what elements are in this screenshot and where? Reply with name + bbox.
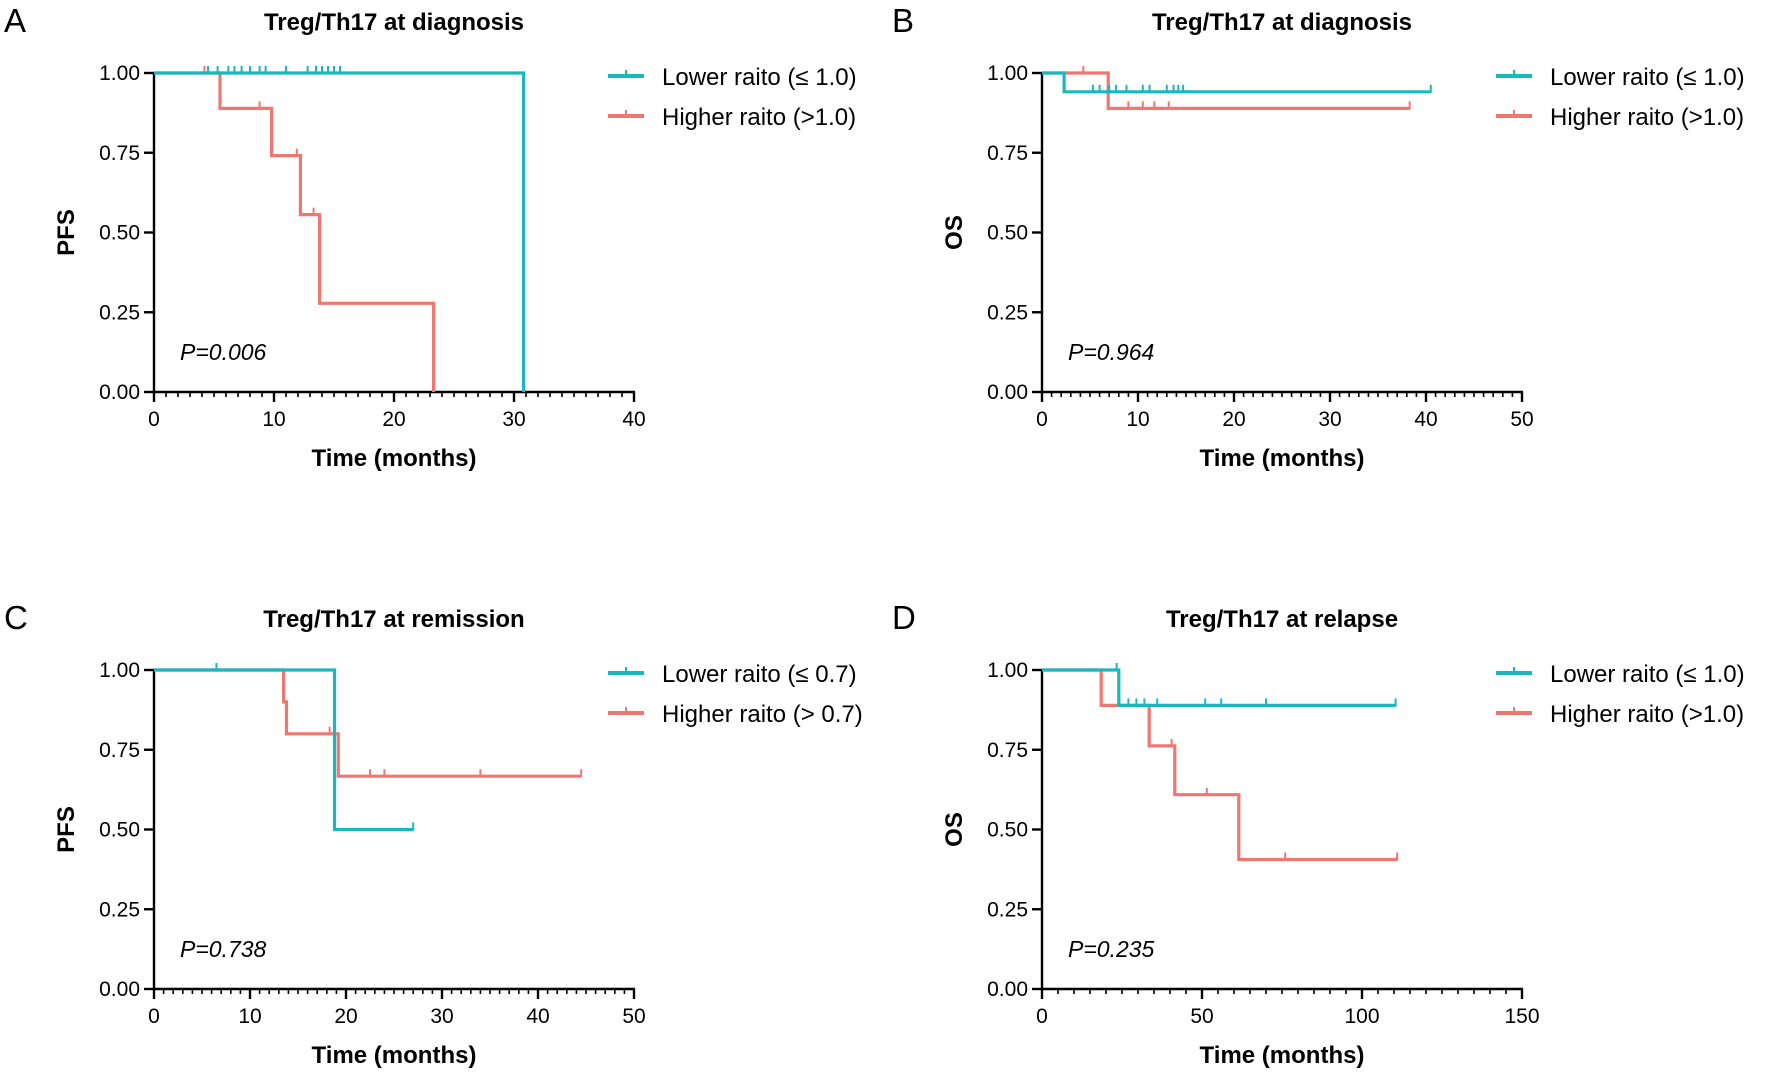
x-tick-label: 40 <box>1414 408 1437 431</box>
chart-title: Treg/Th17 at remission <box>263 606 524 633</box>
y-axis-title: OS <box>941 215 968 250</box>
y-tick-label: 0.25 <box>99 898 140 921</box>
p-value: P=0.964 <box>1068 339 1154 365</box>
panel-letter: B <box>892 2 914 39</box>
y-tick-label: 0.50 <box>987 819 1028 842</box>
x-tick-label: 10 <box>1126 408 1149 431</box>
y-tick-label: 0.00 <box>99 978 140 1001</box>
survival-curve-lower <box>154 71 526 392</box>
survival-curve-lower <box>154 668 414 832</box>
p-value: P=0.738 <box>180 936 267 962</box>
y-axis-title: PFS <box>53 806 80 853</box>
y-tick-label: 1.00 <box>99 62 140 85</box>
legend-label: Lower raito (≤ 1.0) <box>1550 661 1745 688</box>
chart-title: Treg/Th17 at diagnosis <box>1152 9 1412 36</box>
y-tick-label: 0.50 <box>99 819 140 842</box>
x-tick-label: 0 <box>148 408 160 431</box>
panel-letter: C <box>4 599 28 636</box>
y-tick-label: 0.75 <box>99 142 140 165</box>
x-tick-label: 0 <box>1036 1005 1048 1028</box>
x-tick-label: 20 <box>1222 408 1245 431</box>
y-axis-title: PFS <box>53 209 80 256</box>
y-tick-label: 0.50 <box>987 222 1028 245</box>
x-axis-title: Time (months) <box>312 1042 477 1069</box>
y-tick-label: 0.75 <box>987 142 1028 165</box>
x-tick-label: 30 <box>502 408 525 431</box>
panel-a: A Treg/Th17 at diagnosis 0.00 0.25 0.50 0.75 1… <box>4 2 857 472</box>
y-axis-title: OS <box>941 812 968 847</box>
y-tick-label: 0.25 <box>987 301 1028 324</box>
y-tick-label: 0.50 <box>99 222 140 245</box>
legend-label: Lower raito (≤ 1.0) <box>1550 64 1745 91</box>
legend-label: Higher raito (>1.0) <box>662 104 856 131</box>
panel-d: D Treg/Th17 at relapse 0.00 0.25 0.50 0.75 1.0… <box>892 599 1745 1069</box>
panel-c: C Treg/Th17 at remission 0.00 0.25 0.50 0.75 1… <box>4 599 863 1069</box>
x-tick-label: 30 <box>430 1005 453 1028</box>
y-tick-label: 0.00 <box>987 381 1028 404</box>
survival-curve-lower <box>1042 71 1431 94</box>
y-tick-label: 0.75 <box>99 739 140 762</box>
y-tick-label: 0.00 <box>987 978 1028 1001</box>
legend-label: Higher raito (>1.0) <box>1550 701 1744 728</box>
x-tick-label: 20 <box>334 1005 357 1028</box>
panel-b: B Treg/Th17 at diagnosis 0.00 0.25 0.50 0.75 1… <box>892 2 1745 472</box>
y-tick-label: 1.00 <box>987 659 1028 682</box>
x-axis-title: Time (months) <box>1200 445 1365 472</box>
y-tick-label: 1.00 <box>99 659 140 682</box>
x-tick-label: 30 <box>1318 408 1341 431</box>
chart-title: Treg/Th17 at diagnosis <box>264 9 524 36</box>
legend-label: Lower raito (≤ 1.0) <box>662 64 857 91</box>
panel-letter: D <box>892 599 916 636</box>
survival-curve-higher <box>154 71 436 392</box>
y-tick-label: 0.75 <box>987 739 1028 762</box>
x-tick-label: 10 <box>238 1005 261 1028</box>
x-tick-label: 100 <box>1344 1005 1379 1028</box>
survival-curve-higher <box>154 668 582 778</box>
x-tick-label: 40 <box>526 1005 549 1028</box>
legend-label: Higher raito (> 0.7) <box>662 701 863 728</box>
y-tick-label: 0.25 <box>987 898 1028 921</box>
x-axis-title: Time (months) <box>1200 1042 1365 1069</box>
survival-curve-higher <box>1042 668 1398 862</box>
x-axis-title: Time (months) <box>312 445 477 472</box>
x-tick-label: 150 <box>1504 1005 1539 1028</box>
x-tick-label: 10 <box>262 408 285 431</box>
y-tick-label: 1.00 <box>987 62 1028 85</box>
y-tick-label: 0.00 <box>99 381 140 404</box>
legend-label: Higher raito (>1.0) <box>1550 104 1744 131</box>
x-tick-label: 50 <box>1510 408 1533 431</box>
x-tick-label: 0 <box>1036 408 1048 431</box>
survival-curve-lower <box>1042 668 1396 708</box>
panel-letter: A <box>4 2 26 39</box>
p-value: P=0.006 <box>180 339 267 365</box>
chart-title: Treg/Th17 at relapse <box>1166 606 1398 633</box>
legend-label: Lower raito (≤ 0.7) <box>662 661 857 688</box>
x-tick-label: 50 <box>622 1005 645 1028</box>
x-tick-label: 0 <box>148 1005 160 1028</box>
x-tick-label: 20 <box>382 408 405 431</box>
x-tick-label: 50 <box>1190 1005 1213 1028</box>
y-tick-label: 0.25 <box>99 301 140 324</box>
x-tick-label: 40 <box>622 408 645 431</box>
p-value: P=0.235 <box>1068 936 1155 962</box>
